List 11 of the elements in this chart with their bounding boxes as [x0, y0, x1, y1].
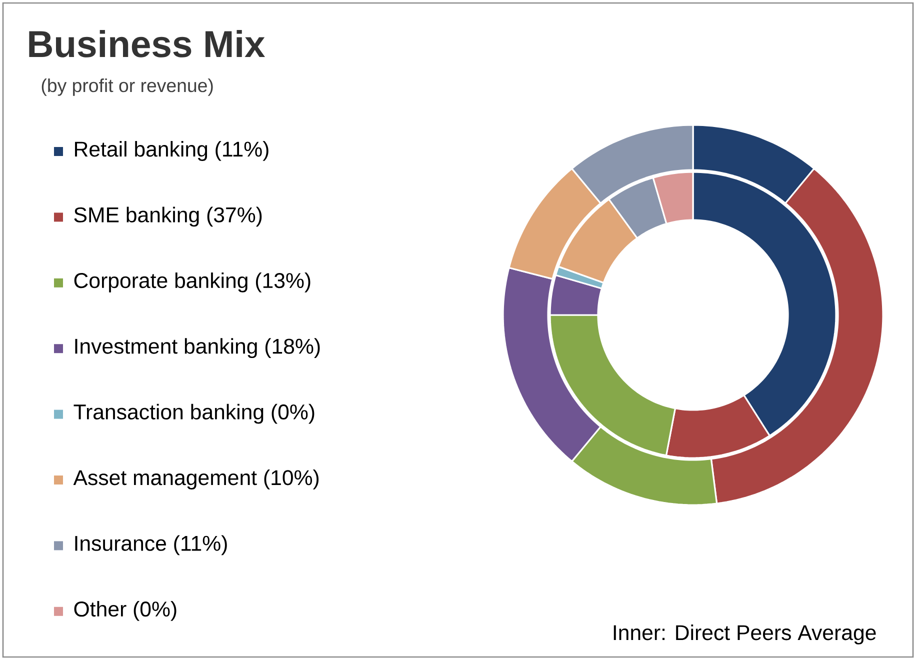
chart-title: Business Mix	[29, 30, 266, 58]
legend-label: Investment banking (18%)	[75, 338, 320, 358]
chart-subtitle: (by profit or revenue)	[42, 78, 213, 96]
legend-label: Corporate banking (13%)	[74, 272, 310, 292]
text: Inner: Direct Peers Average	[614, 624, 876, 644]
legend-label: Insurance (11%)	[75, 535, 227, 556]
legend-label: SME banking (37%)	[74, 206, 262, 227]
legend-label: Transaction banking (0%)	[74, 404, 314, 424]
legend-label: Other (0%)	[74, 600, 176, 621]
legend-label: Asset management (10%)	[73, 470, 319, 490]
legend-label: Retail banking (11%)	[75, 141, 268, 161]
